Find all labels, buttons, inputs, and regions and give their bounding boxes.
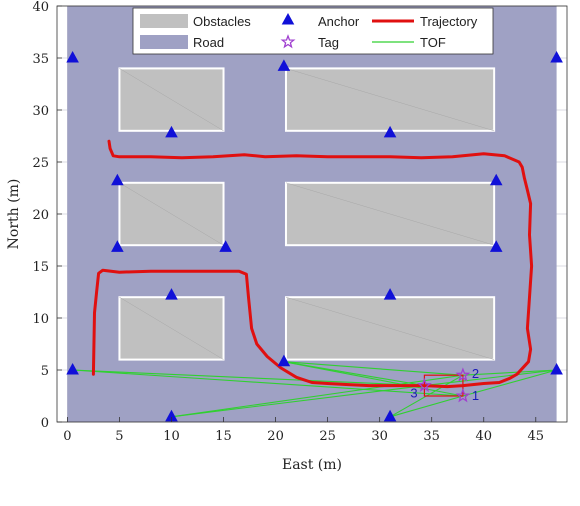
x-tick-label: 15: [215, 429, 232, 444]
legend-box: [132, 7, 494, 55]
y-tick-label: 40: [32, 0, 49, 15]
y-tick-label: 35: [32, 52, 49, 67]
tag-box-layer: [423, 374, 464, 397]
y-tick-label: 20: [32, 208, 49, 223]
legend-swatch-obstacles: [140, 14, 188, 28]
legend-label: Trajectory: [420, 14, 478, 29]
anchor-marker: [383, 409, 397, 422]
anchor-layer: [66, 51, 563, 422]
tof-link: [389, 395, 464, 418]
x-tick-label: 0: [63, 429, 71, 444]
x-tick-label: 10: [163, 429, 180, 444]
legend-label: Tag: [318, 35, 339, 50]
x-tick-labels: 0 5 10 15 20 25 30 35 40 45: [63, 417, 544, 444]
anchor-marker: [111, 240, 124, 252]
anchor-marker: [219, 240, 232, 252]
anchor-marker: [277, 59, 291, 71]
tof-link: [72, 369, 425, 387]
y-tick-labels: 0 5 10 15 20 25 30 35 40: [32, 0, 62, 431]
trajectory-line: [91, 139, 534, 389]
x-tick-label: 40: [475, 429, 492, 444]
legend-swatch-anchor: [281, 13, 295, 25]
obstacle-diagonal: [119, 296, 224, 360]
anchor-marker: [165, 409, 178, 422]
y-tick-label: 15: [32, 260, 49, 275]
x-axis-label: East (m): [282, 457, 342, 473]
anchor-marker: [383, 288, 397, 300]
tof-link: [283, 361, 463, 376]
anchor-marker: [66, 363, 79, 375]
tag-marker: [455, 388, 471, 403]
anchor-marker: [383, 125, 397, 138]
tag-label: 2: [472, 366, 479, 381]
anchor-marker: [165, 288, 178, 300]
legend-label: Road: [193, 35, 224, 50]
y-tick-label: 25: [32, 156, 49, 171]
obstacle-diagonal: [119, 68, 224, 132]
y-tick-label: 10: [32, 312, 49, 327]
anchor-marker: [111, 173, 124, 186]
legend-label: TOF: [420, 35, 446, 50]
obstacle-layer: [118, 67, 496, 361]
x-tick-label: 25: [319, 429, 336, 444]
x-tick-label: 45: [528, 429, 545, 444]
tag-label: 1: [472, 388, 479, 403]
legend-label: Obstacles: [193, 14, 251, 29]
obstacle-diagonal: [119, 182, 224, 246]
tof-link: [424, 369, 557, 387]
tag-label: 3: [410, 386, 417, 401]
legend-items: Obstacles Road Anchor Tag Trajectory TOF: [140, 13, 478, 50]
legend: Obstacles Road Anchor Tag Trajectory TOF: [132, 7, 494, 55]
trajectory-layer: [91, 139, 534, 389]
anchor-marker: [489, 173, 503, 186]
anchor-marker: [277, 354, 291, 367]
anchor-marker: [66, 51, 79, 63]
anchor-marker: [489, 240, 503, 252]
x-tick-label: 35: [423, 429, 440, 444]
x-tick-label: 30: [371, 429, 388, 444]
x-tick-label: 5: [115, 429, 123, 444]
tof-link: [462, 369, 557, 397]
tof-layer: [72, 361, 557, 418]
y-tick-label: 0: [41, 416, 49, 431]
obstacle-diagonal: [285, 68, 495, 132]
tof-link: [171, 385, 425, 418]
tag-marker: [455, 367, 471, 382]
y-tick-label: 30: [32, 104, 49, 119]
tag-marker: [416, 377, 432, 393]
y-axis-label: North (m): [6, 179, 22, 250]
tof-link: [171, 374, 463, 418]
anchor-marker: [550, 51, 563, 63]
anchor-marker: [550, 363, 563, 375]
legend-swatch-tag: [280, 34, 296, 49]
legend-label: Anchor: [318, 14, 360, 29]
obstacle-diagonal: [285, 296, 495, 360]
tag-layer: 2 1 3: [410, 366, 479, 403]
tof-link: [462, 369, 557, 376]
tag-box: [423, 374, 464, 397]
x-tick-label: 20: [267, 429, 284, 444]
legend-swatch-road: [140, 35, 188, 49]
tof-link: [72, 369, 463, 397]
tof-link: [283, 361, 464, 397]
anchor-marker: [165, 125, 178, 138]
y-tick-label: 5: [41, 364, 49, 379]
obstacle-diagonal: [285, 182, 495, 246]
